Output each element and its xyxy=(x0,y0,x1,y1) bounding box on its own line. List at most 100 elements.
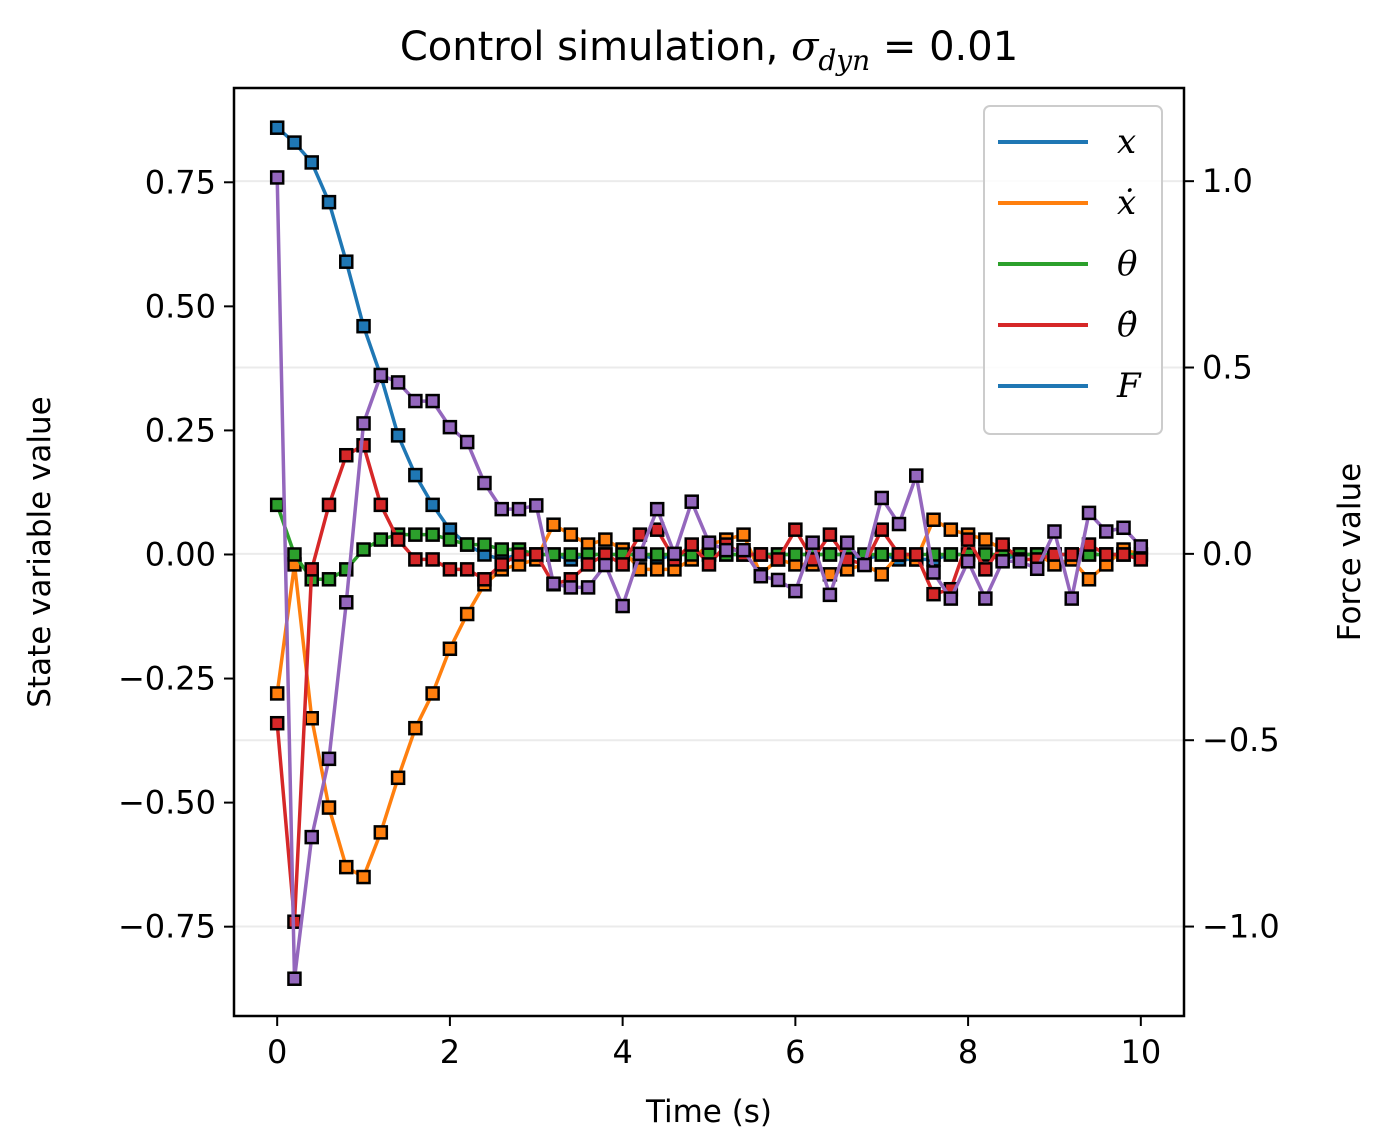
data-point xyxy=(425,686,440,701)
data-point xyxy=(390,770,406,786)
data-point xyxy=(339,447,354,463)
x-tick-label: 0 xyxy=(267,1033,287,1071)
data-point xyxy=(373,367,389,383)
data-point xyxy=(684,494,699,509)
data-point xyxy=(356,542,371,557)
y-tick-label: −0.75 xyxy=(118,908,216,946)
data-point xyxy=(788,583,803,599)
data-point xyxy=(459,606,475,622)
data-point xyxy=(615,598,630,614)
data-point xyxy=(408,720,423,736)
y-axis-ticks: 0.75 0.50 0.25 0.00 −0.25 −0.50 −0.75 xyxy=(118,163,234,946)
series-layer xyxy=(269,120,1149,986)
data-point xyxy=(649,562,665,577)
data-point xyxy=(373,825,389,840)
legend-label: x xyxy=(1117,122,1136,162)
series-line xyxy=(275,443,1142,924)
x-axis-label: Time (s) xyxy=(645,1094,772,1130)
series-line xyxy=(275,517,1142,879)
data-point xyxy=(960,532,976,547)
data-point xyxy=(909,547,924,562)
data-point xyxy=(442,532,458,547)
y-tick-label: 0.50 xyxy=(145,287,216,325)
x-tick-label: 10 xyxy=(1120,1033,1161,1071)
data-point xyxy=(304,710,319,726)
data-point xyxy=(1099,547,1114,562)
data-point xyxy=(442,419,458,435)
data-point xyxy=(1133,552,1149,567)
data-point xyxy=(1064,547,1079,562)
data-point xyxy=(978,532,993,547)
data-point xyxy=(839,535,855,550)
data-point xyxy=(269,170,285,185)
data-point xyxy=(1081,505,1097,521)
data-point xyxy=(477,475,492,491)
x-axis-ticks: 0 2 4 6 8 10 xyxy=(267,1016,1161,1071)
data-point xyxy=(891,547,907,562)
data-point xyxy=(459,434,475,450)
data-point xyxy=(1029,561,1045,577)
data-point xyxy=(339,859,354,875)
data-point xyxy=(598,532,613,547)
data-point xyxy=(339,254,354,269)
data-point xyxy=(805,535,820,550)
x-tick-label: 4 xyxy=(612,1033,632,1071)
data-point xyxy=(753,568,769,584)
legend-label: θ xyxy=(1117,244,1137,284)
data-point xyxy=(822,587,838,603)
data-point xyxy=(321,800,337,815)
data-point xyxy=(304,155,319,170)
data-point xyxy=(356,869,371,885)
data-point xyxy=(477,537,492,552)
data-point xyxy=(943,591,959,606)
data-point xyxy=(649,501,665,517)
data-point xyxy=(753,547,769,562)
data-point xyxy=(1047,524,1062,539)
data-point xyxy=(321,194,337,210)
data-point xyxy=(494,542,509,557)
data-point xyxy=(304,562,319,577)
data-point xyxy=(425,497,440,513)
data-point xyxy=(356,416,371,431)
data-point xyxy=(287,971,302,986)
data-point xyxy=(857,557,872,573)
data-point xyxy=(632,546,648,562)
legend: xẋθ θ̇ F xyxy=(983,105,1163,435)
data-point xyxy=(995,537,1010,552)
data-point xyxy=(598,557,613,573)
data-point xyxy=(822,547,838,562)
data-point xyxy=(788,547,803,562)
data-point xyxy=(321,572,337,587)
legend-label: θ̇ xyxy=(1117,305,1137,345)
x-tick-label: 6 xyxy=(785,1033,805,1071)
x-tick-label: 8 xyxy=(958,1033,978,1071)
y2-tick-label: −1.0 xyxy=(1202,908,1280,946)
data-point xyxy=(563,527,579,542)
data-point xyxy=(580,557,596,572)
data-point xyxy=(494,557,509,572)
data-point xyxy=(822,527,838,542)
data-point xyxy=(442,562,458,577)
data-point xyxy=(442,641,458,657)
data-point xyxy=(373,497,389,513)
data-point xyxy=(546,517,561,532)
data-point xyxy=(926,565,941,580)
data-point xyxy=(891,516,907,532)
data-point xyxy=(874,567,889,582)
data-point xyxy=(373,532,389,547)
data-point xyxy=(770,572,786,588)
series-4 xyxy=(269,170,1149,986)
plot-frame xyxy=(232,86,1186,1018)
data-point xyxy=(408,393,423,409)
data-point xyxy=(684,537,699,552)
y-tick-label: 0.75 xyxy=(145,163,216,201)
data-point xyxy=(321,497,337,513)
data-point xyxy=(770,552,786,567)
data-point xyxy=(304,829,319,845)
data-point xyxy=(477,572,492,587)
data-point xyxy=(926,586,941,602)
data-point xyxy=(788,522,803,537)
data-point xyxy=(649,522,665,537)
legend-label: ẋ xyxy=(1117,183,1136,223)
